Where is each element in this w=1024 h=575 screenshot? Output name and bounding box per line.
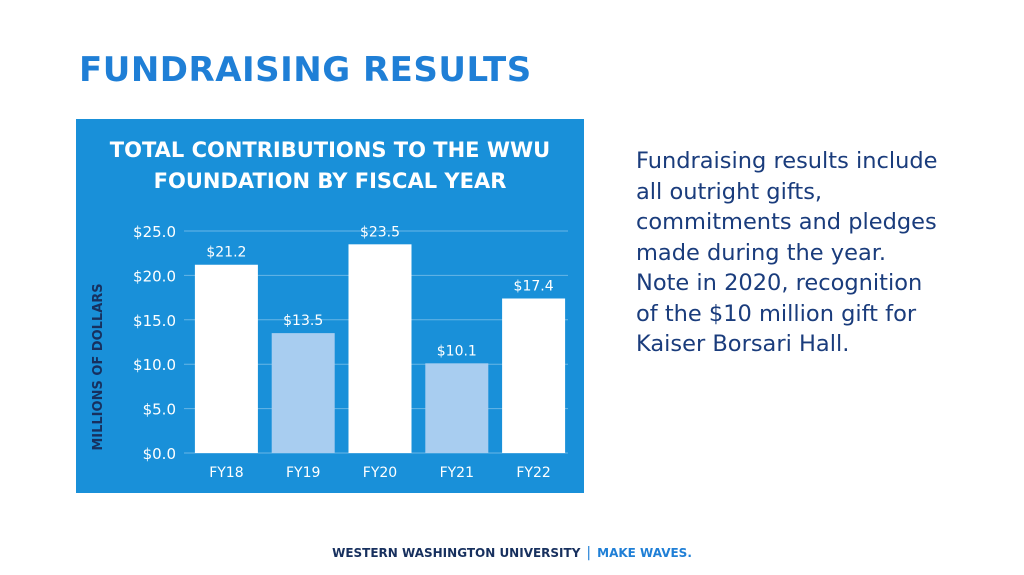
bar-fy21 [425, 363, 489, 453]
value-label: $23.5 [360, 224, 400, 240]
y-tick-label: $10.0 [133, 356, 176, 374]
x-tick-label: FY18 [209, 465, 243, 481]
bar-fy19 [271, 333, 335, 453]
footer: WESTERN WASHINGTON UNIVERSITY | MAKE WAVES… [0, 545, 1024, 561]
chart-panel: TOTAL CONTRIBUTIONS TO THE WWU FOUNDATIO… [76, 119, 584, 493]
y-tick-label: $0.0 [143, 445, 176, 463]
bar-fy22 [502, 298, 566, 453]
value-label: $10.1 [437, 343, 477, 359]
y-tick-label: $20.0 [133, 267, 176, 285]
footer-separator: | [586, 545, 592, 561]
chart-title-line-2: FOUNDATION BY FISCAL YEAR [153, 169, 507, 193]
slide-title: FUNDRAISING RESULTS [79, 50, 532, 90]
description-text: Fundraising results include all outright… [636, 148, 938, 357]
chart-title-line-1: TOTAL CONTRIBUTIONS TO THE WWU [109, 138, 551, 162]
x-tick-label: FY20 [363, 465, 397, 481]
footer-tagline: MAKE WAVES. [597, 546, 692, 560]
bar-fy20 [348, 244, 412, 453]
x-tick-label: FY22 [516, 465, 550, 481]
x-tick-label: FY19 [286, 465, 320, 481]
value-label: $17.4 [514, 278, 554, 294]
bar-fy18 [194, 264, 258, 453]
y-tick-label: $25.0 [133, 223, 176, 241]
chart-title: TOTAL CONTRIBUTIONS TO THE WWU FOUNDATIO… [76, 135, 584, 197]
y-tick-label: $15.0 [133, 312, 176, 330]
labels: $0.0 $5.0 $10.0 $15.0 $20.0 $25.0 $21.2 FY18 $13… [133, 223, 554, 481]
footer-university: WESTERN WASHINGTON UNIVERSITY [332, 546, 581, 560]
value-label: $21.2 [206, 245, 246, 261]
x-tick-label: FY21 [440, 465, 474, 481]
bars [194, 244, 566, 453]
value-label: $13.5 [283, 313, 323, 329]
y-tick-label: $5.0 [143, 401, 176, 419]
y-axis-title: MILLIONS OF DOLLARS [91, 283, 106, 450]
bar-chart: $0.0 $5.0 $10.0 $15.0 $20.0 $25.0 $21.2 FY18 $13… [91, 223, 568, 481]
